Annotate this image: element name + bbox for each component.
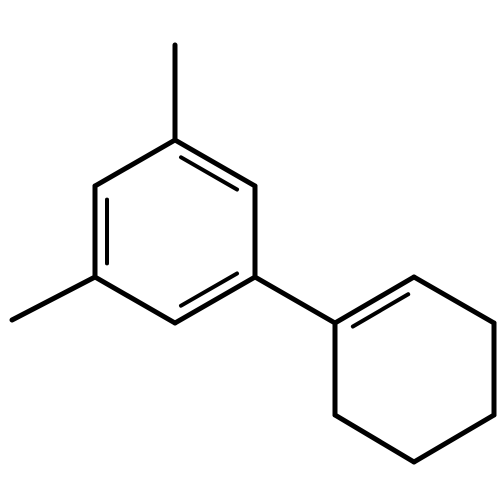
bond <box>255 277 335 323</box>
bond <box>335 415 414 462</box>
molecule-diagram <box>0 0 500 500</box>
bond <box>12 277 95 320</box>
bond <box>95 140 175 186</box>
bond <box>414 415 494 462</box>
bond <box>95 277 175 323</box>
bond <box>414 277 494 323</box>
